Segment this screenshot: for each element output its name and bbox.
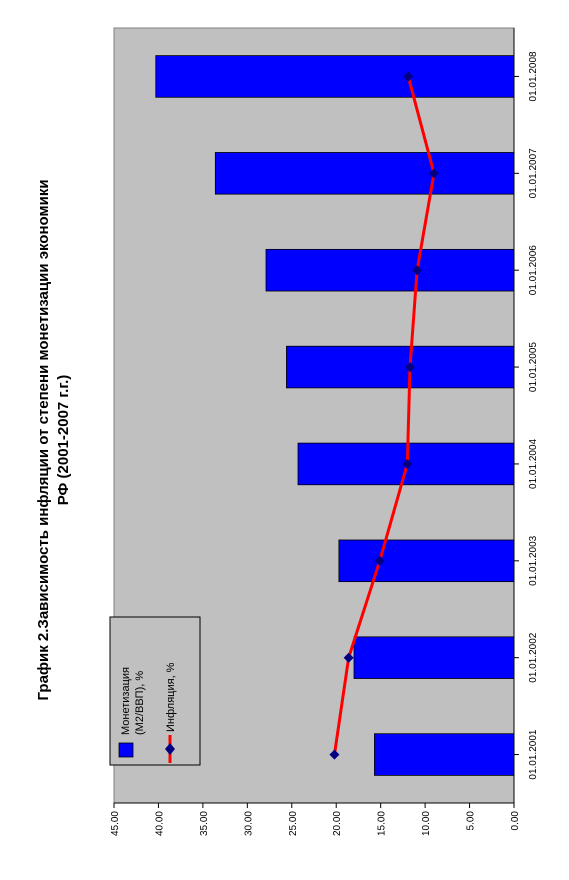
category-tick-label: 01.01.2006 [528,245,539,295]
inflation-point [412,265,423,276]
category-tick-label: 01.01.2008 [528,51,539,101]
inflation-point [405,362,415,373]
value-tick-label: 15.00 [377,811,388,836]
category-tick-label: 01.01.2007 [528,148,539,198]
monetization-bar [214,152,515,195]
value-tick-label: 10.00 [421,811,432,836]
chart-title-line1: График 2.Зависимость инфляции от степени… [35,179,52,700]
category-tick-group: 01.01.2001 01.01.2002 01.01.2003 01.01.2004… [514,51,539,780]
inflation-point [429,168,439,179]
category-tick-label: 01.01.2001 [528,729,539,779]
inflation-point [403,71,414,82]
monetization-bar [374,733,515,776]
inflation-point [374,555,385,566]
value-tick-label: 35.00 [199,811,210,836]
monetization-bar [155,55,515,98]
inflation-point [343,652,354,663]
chart-title-line2: РФ (2001-2007 г.г.) [55,375,72,506]
value-tick-label: 30.00 [243,811,254,836]
category-tick-label: 01.01.2003 [528,535,539,585]
value-tick-label: 0.00 [510,811,521,831]
monetization-bar [265,248,515,292]
monetization-bar [338,539,515,583]
inflation-series [329,71,439,760]
legend: Монетизация (M2/ВВП), % Инфляция, % [109,616,201,766]
category-tick-label: 01.01.2004 [528,438,539,488]
category-tick-label: 01.01.2002 [528,632,539,682]
monetization-bar [286,345,515,389]
inflation-point [329,749,340,760]
value-tick-label: 40.00 [154,811,165,836]
value-tick-label: 20.00 [332,811,343,836]
value-tick-group: 0.00 5.00 10.00 15.00 20.00 25.00 30.00 35.00 40… [110,803,521,836]
category-tick-label: 01.01.2005 [528,342,539,392]
legend-bar-label-line1: Монетизация [120,667,132,735]
value-tick-label: 5.00 [466,811,477,831]
inflation-line [332,76,436,755]
value-tick-label: 45.00 [110,811,121,836]
legend-line-label: Инфляция, % [165,662,177,732]
legend-box [109,616,201,766]
value-tick-label: 25.00 [288,811,299,836]
legend-line-marker [165,743,175,755]
legend-bar-label-line2: (M2/ВВП), % [134,671,146,735]
legend-bar-swatch [118,742,134,758]
monetization-bar [353,636,515,679]
inflation-point [402,458,413,469]
